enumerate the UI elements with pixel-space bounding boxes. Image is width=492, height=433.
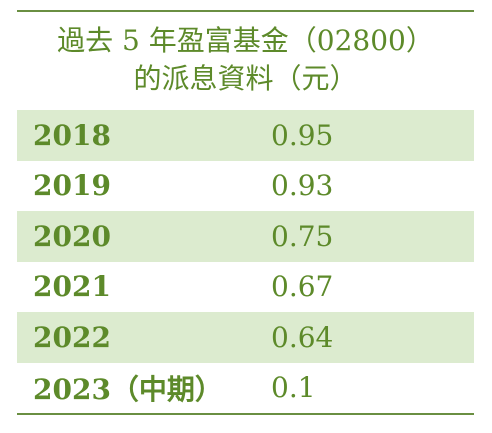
year-cell: 2018 (33, 118, 111, 152)
year-cell: 2022 (33, 320, 111, 354)
table-row-2020: 2020 0.75 (17, 211, 474, 262)
year-cell: 2020 (33, 219, 111, 253)
table-row-2023-interim: 2023（中期） 0.1 (17, 363, 474, 414)
table-row-2018: 2018 0.95 (17, 110, 474, 161)
table-row-2021: 2021 0.67 (17, 262, 474, 313)
dividend-cell: 0.67 (271, 270, 334, 304)
table-row-2022: 2022 0.64 (17, 312, 474, 363)
table-row-2019: 2019 0.93 (17, 161, 474, 212)
table-title: 過去 5 年盈富基金（02800） 的派息資料（元） (17, 12, 474, 110)
dividend-cell: 0.95 (271, 118, 334, 152)
year-cell: 2019 (33, 169, 111, 203)
dividend-cell: 0.75 (271, 219, 334, 253)
top-rule (17, 10, 474, 12)
table-title-line-1: 過去 5 年盈富基金（02800） (57, 24, 434, 57)
dividend-table: 過去 5 年盈富基金（02800） 的派息資料（元） 2018 0.95 201… (17, 10, 474, 415)
dividend-cell: 0.93 (271, 169, 334, 203)
table-title-line-2: 的派息資料（元） (133, 62, 358, 95)
bottom-rule (17, 413, 474, 415)
dividend-cell: 0.64 (271, 320, 334, 354)
year-cell: 2023（中期） (33, 372, 223, 406)
dividend-cell: 0.1 (271, 371, 316, 405)
year-cell: 2021 (33, 270, 111, 304)
